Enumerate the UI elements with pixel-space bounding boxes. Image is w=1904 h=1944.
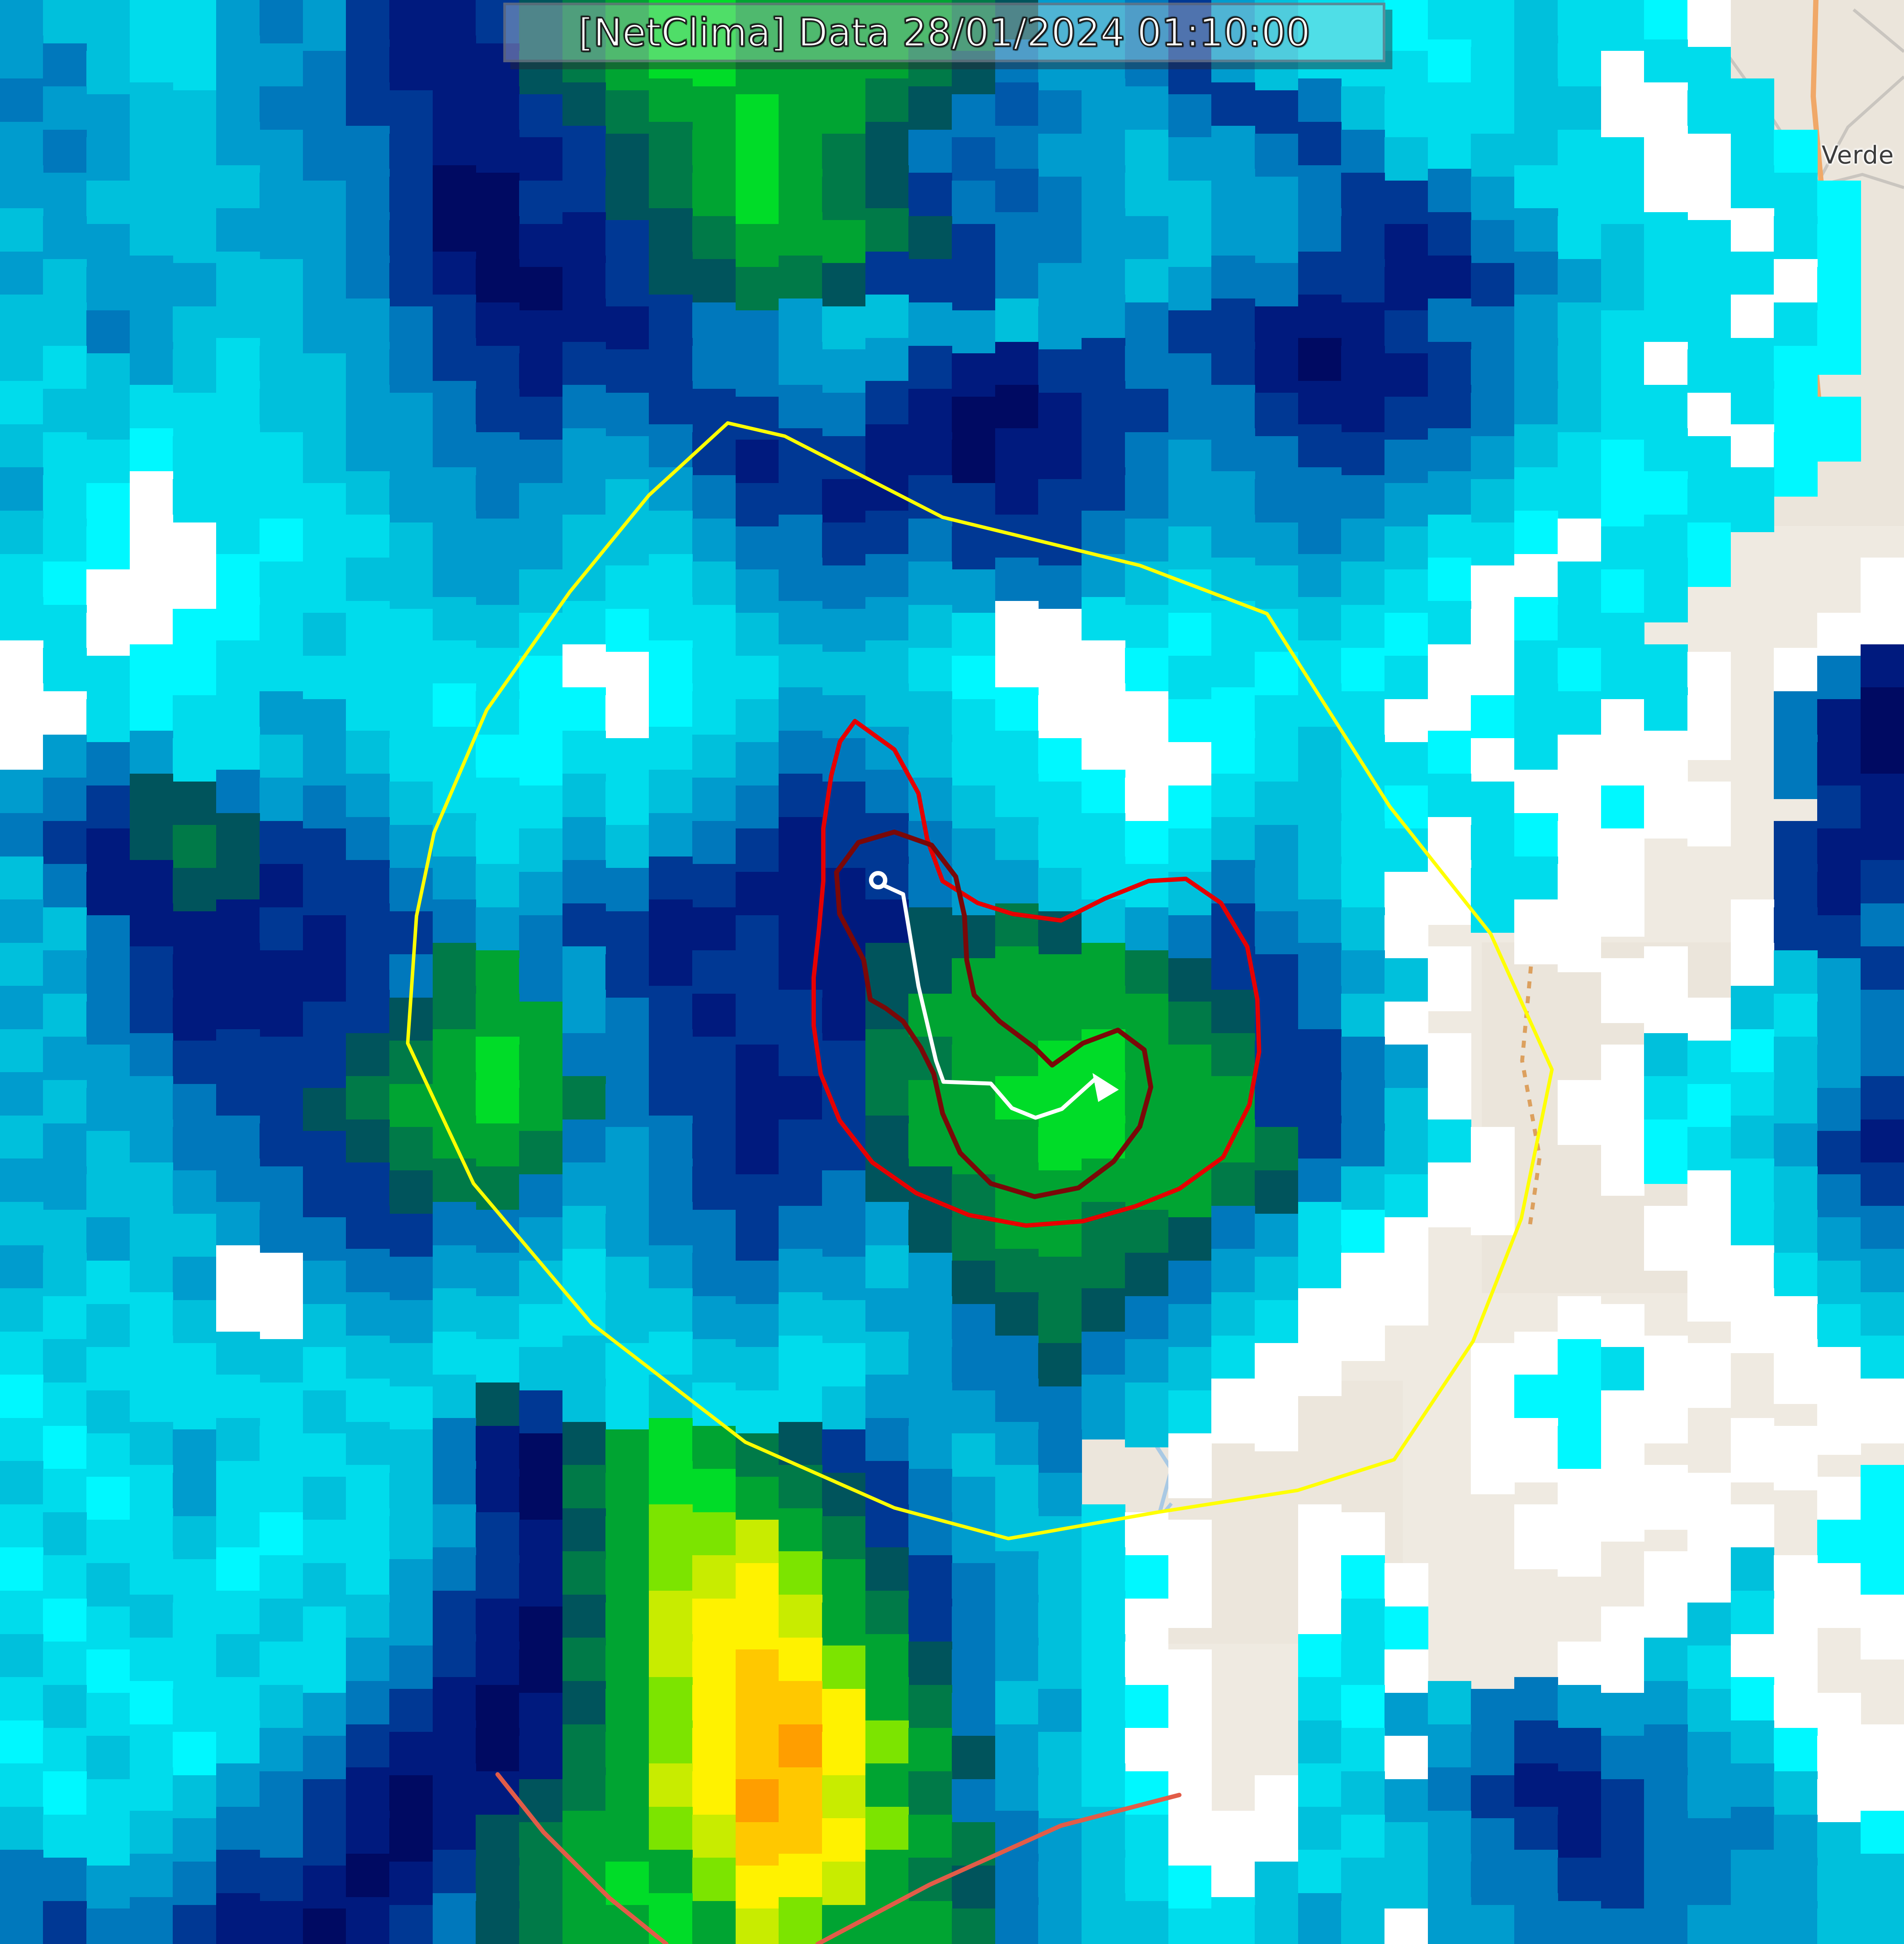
minor-road (1814, 75, 1904, 187)
radar-cell (1601, 871, 1644, 937)
radar-cell (1557, 907, 1601, 972)
title-bar: [NetClima] Data 28/01/2024 01:10:00 (503, 3, 1385, 62)
radar-cell (1774, 734, 1818, 800)
radar-cell (1427, 946, 1472, 1012)
storm-contour-outer (811, 719, 1261, 1228)
radar-cell (1514, 899, 1558, 964)
radar-cell (1471, 1170, 1515, 1235)
radar-cell (1644, 1205, 1688, 1271)
radar-cell (1644, 774, 1688, 839)
radar-cell (1730, 467, 1775, 533)
radar-cell (1687, 695, 1731, 760)
radar-cell (1557, 1080, 1601, 1145)
radar-cell (1817, 396, 1861, 462)
minor-road (1852, 8, 1904, 53)
radar-cell (1687, 782, 1731, 846)
title-text: [NetClima] Data 28/01/2024 01:10:00 (578, 9, 1311, 56)
radar-cell (1601, 958, 1644, 1023)
radar-cell (1427, 860, 1472, 925)
radar-cell (1601, 1131, 1644, 1196)
range-ring-yellow (406, 421, 1554, 1540)
radar-cell (1687, 522, 1731, 587)
radar-cell (1644, 558, 1688, 623)
radar-cell (1471, 868, 1515, 933)
radar-cell (1774, 432, 1818, 497)
storm-track-arrow (1093, 1073, 1119, 1102)
radar-cell (1644, 1119, 1688, 1184)
radar-cell (1817, 310, 1861, 375)
radar-cell (1427, 1162, 1472, 1227)
